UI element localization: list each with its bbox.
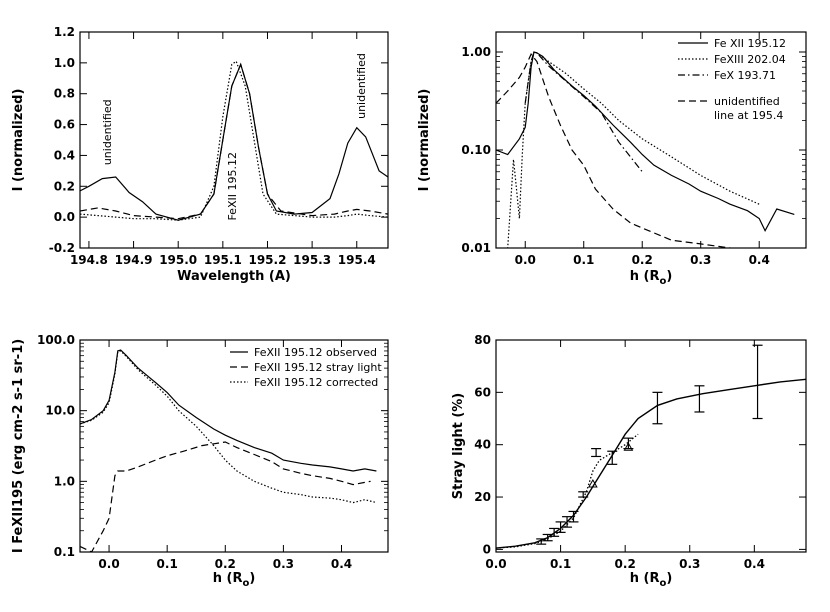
plot-frame [79, 339, 389, 553]
y-tick-label: 0.10 [461, 143, 491, 157]
x-tick-label: 0.4 [744, 557, 765, 571]
y-tick-label: 0.0 [54, 210, 75, 224]
annotation-unidentified-left: unidentified [101, 99, 114, 165]
series-dashed-line [80, 62, 388, 220]
y-tick-label: 1.0 [54, 56, 75, 70]
y-tick-label: -0.2 [49, 241, 75, 255]
y-tick-label: 1.2 [54, 25, 75, 39]
legend-label: unidentified [714, 95, 780, 108]
y-tick-label: 20 [474, 490, 491, 504]
y-tick-label: 0 [483, 542, 491, 556]
series-dashed-line [80, 441, 371, 552]
annotation-fexii: FeXII 195.12 [226, 152, 239, 221]
legend-label: Fe XII 195.12 [714, 37, 786, 50]
x-tick-label: 0.3 [679, 557, 700, 571]
y-tick-label: 0.4 [54, 148, 75, 162]
y-axis-label: I (normalized) [11, 89, 26, 192]
close-paren: ) [666, 571, 672, 586]
plot-frame [495, 339, 807, 553]
y-tick-label: 0.8 [54, 87, 75, 101]
triangle-marker [623, 442, 634, 451]
y-tick-label: 0.6 [54, 118, 75, 132]
annotation-unidentified-right: unidentified [355, 53, 368, 119]
y-tick-label: 1.00 [461, 45, 491, 59]
series-solid-line [496, 51, 795, 233]
x-tick-label: 0.0 [515, 253, 536, 267]
x-tick-label: 0.1 [550, 557, 571, 571]
y-tick-label: 60 [474, 385, 491, 399]
x-tick-label: 195.4 [338, 253, 376, 267]
close-paren: ) [666, 269, 672, 284]
x-tick-label: 0.0 [98, 557, 119, 571]
y-tick-label: 0.1 [54, 545, 75, 559]
x-tick-label: 0.3 [690, 253, 711, 267]
legend-label: FeXII 195.12 stray light [254, 361, 382, 374]
x-tick-label: 0.1 [573, 253, 594, 267]
y-tick-label: 0.2 [54, 179, 75, 193]
x-tick-label: 195.0 [159, 253, 197, 267]
x-tick-label: 0.4 [331, 557, 352, 571]
x-tick-label: 0.2 [215, 557, 236, 571]
legend-label: FeXII 195.12 observed [254, 346, 377, 359]
y-tick-label: 40 [474, 438, 491, 452]
x-tick-label: 194.8 [70, 253, 108, 267]
x-tick-label: 0.1 [157, 557, 178, 571]
y-axis-label: Stray light (%) [451, 393, 466, 499]
x-axis-label: Wavelength (A) [177, 269, 291, 284]
series-dashdot-line [524, 51, 643, 173]
legend-label: FeX 193.71 [714, 69, 776, 82]
x-tick-label: 0.3 [273, 557, 294, 571]
fit-solid-line [496, 378, 806, 549]
y-tick-label: 80 [474, 333, 491, 347]
y-tick-label: 10.0 [45, 404, 75, 418]
legend-label: line at 195.4 [714, 109, 783, 122]
x-axis-label: h (Ro) [630, 571, 673, 589]
x-tick-label: 0.0 [485, 557, 506, 571]
series-dotted-line [80, 350, 377, 504]
x-tick-label: 0.2 [632, 253, 653, 267]
y-axis-label: I (normalized) [417, 89, 432, 192]
x-axis-label: h (Ro) [630, 269, 673, 287]
subscript: o [659, 276, 666, 287]
x-tick-label: 0.2 [615, 557, 636, 571]
close-paren: ) [249, 571, 255, 586]
x-tick-label: 0.4 [749, 253, 770, 267]
series-solid-line [80, 62, 388, 221]
legend-label: FeXII 195.12 corrected [254, 376, 378, 389]
triangle-marker [588, 478, 598, 488]
x-tick-label: 195.2 [248, 253, 286, 267]
series-dotted-line [506, 51, 760, 248]
series-dashed-line [496, 53, 734, 248]
subscript: o [659, 578, 666, 589]
x-tick-label: 195.1 [204, 253, 242, 267]
x-axis-label: h (Ro) [213, 571, 256, 589]
subscript: o [242, 578, 249, 589]
x-tick-label: 194.9 [115, 253, 153, 267]
plot-frame [495, 31, 807, 249]
x-tick-label: 195.3 [293, 253, 331, 267]
fit-dotted-line [496, 433, 639, 549]
plot-frame [79, 31, 389, 249]
series-solid-line [80, 349, 377, 472]
y-tick-label: 0.01 [461, 241, 491, 255]
y-axis-label: I FeXII195 (erg cm-2 s-1 sr-1) [11, 339, 26, 553]
y-tick-label: 1.0 [54, 474, 75, 488]
legend-label: FeXIII 202.04 [714, 53, 786, 66]
y-tick-label: 100.0 [37, 333, 75, 347]
